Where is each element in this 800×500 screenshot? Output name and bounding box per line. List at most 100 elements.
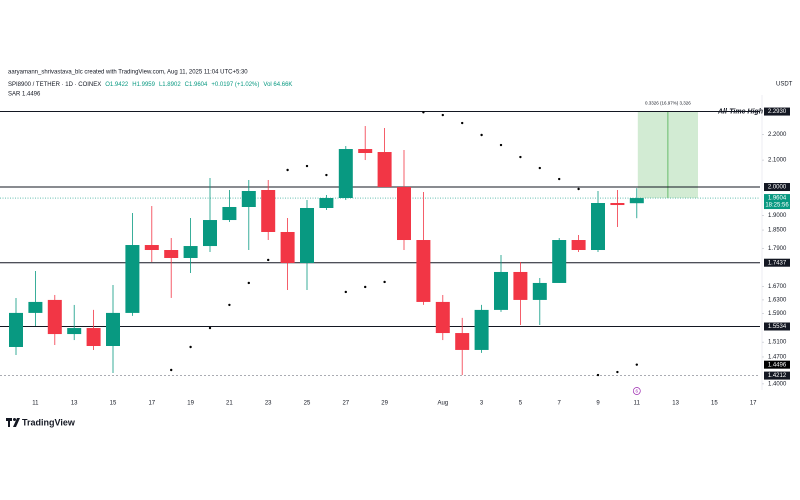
candle-body	[300, 207, 314, 263]
x-tick-label: 29	[381, 401, 388, 407]
candle-body	[513, 271, 528, 300]
logo-slash	[13, 418, 20, 427]
x-tick-label: 17	[148, 401, 155, 407]
y-tick-label: 1.5100	[768, 340, 787, 346]
candle-body	[416, 240, 431, 302]
sar-dot	[519, 155, 522, 159]
level-label: 1.7437	[768, 260, 787, 266]
sar-dot	[247, 281, 250, 285]
ohlc-value: Vol 64.66K	[263, 82, 292, 88]
candle-body	[67, 328, 82, 335]
x-tick-label: 15	[110, 401, 117, 407]
level-label-box	[764, 183, 790, 192]
measure-label: 0.3326 (16.97%) 3,326	[645, 101, 691, 106]
y-tick-label: 1.7900	[768, 246, 787, 252]
x-tick-label: 27	[342, 401, 349, 407]
sar-dot	[325, 173, 328, 177]
sar-label-box	[764, 360, 790, 369]
x-tick-label: Aug	[437, 401, 448, 407]
y-tick-label: 1.4700	[768, 355, 787, 361]
sar-label: 1.4496	[768, 362, 787, 368]
sar-dot	[596, 373, 600, 377]
sar-dot	[364, 285, 367, 289]
level-label-box	[764, 322, 790, 331]
x-tick-label: 11	[32, 401, 39, 407]
candle-body	[397, 187, 411, 241]
y-tick-label: 1.9000	[768, 213, 787, 219]
sar-dot	[286, 168, 289, 172]
sar-dot	[480, 133, 483, 137]
candle-body	[435, 301, 450, 334]
sar-dot	[635, 363, 638, 366]
candle-body	[28, 301, 43, 313]
y-tick-label: 1.6300	[768, 298, 787, 304]
credit: aaryamann_shrivastava_blc created with T…	[8, 70, 248, 76]
candle-body	[144, 245, 159, 251]
last-price-label: 1.9604	[768, 196, 787, 202]
candle-body	[106, 312, 120, 346]
candle-body	[377, 152, 392, 188]
candle-body	[261, 190, 276, 232]
sar-dot	[461, 121, 464, 125]
indicator-value: 1.4496	[22, 92, 41, 98]
candle-body	[338, 149, 353, 198]
candle-body	[280, 231, 295, 263]
ohlc-value: +0.0197 (+1.02%)	[211, 82, 259, 88]
candle-body	[241, 191, 256, 207]
sar-dot	[616, 370, 619, 374]
logo-stem	[8, 421, 10, 427]
candle-body	[183, 246, 198, 258]
event-marker	[632, 387, 641, 395]
candle-body	[47, 299, 62, 335]
x-tick-label: 13	[672, 401, 679, 407]
candle-body	[474, 309, 489, 350]
sar-dot	[441, 113, 444, 117]
sar-dot	[267, 258, 270, 262]
x-tick-label: 11	[634, 401, 641, 407]
x-tick-label: 21	[226, 401, 233, 407]
symbol-line: SPI8900 / TETHER · 1D · COINEX O1.9422 H1.…	[8, 82, 292, 88]
sar-dot	[208, 326, 212, 330]
y-tick-label: 2.2000	[768, 132, 787, 138]
candle-body	[222, 206, 237, 221]
candle-body	[125, 245, 140, 313]
candle-body	[571, 240, 586, 251]
candle-body	[319, 197, 334, 208]
ohlc-value: C1.9604	[185, 82, 208, 88]
countdown: 18:25:56	[765, 203, 789, 209]
logo-bar	[6, 418, 12, 421]
candle-body	[86, 328, 101, 346]
sar-dot	[558, 177, 561, 181]
sar-dot	[383, 280, 386, 284]
x-tick-label: 17	[750, 401, 757, 407]
x-tick-label: 13	[71, 401, 78, 407]
sar-dot	[577, 187, 580, 191]
sar-dot	[499, 143, 503, 147]
level-label-box	[764, 371, 790, 380]
brand: TradingView	[22, 417, 76, 427]
x-tick-label: 9	[596, 401, 600, 407]
logo-dot	[13, 418, 16, 421]
y-tick-label: 1.4000	[768, 381, 787, 387]
x-tick-label: 19	[187, 401, 194, 407]
level-label: 1.4212	[768, 373, 787, 379]
brand-logo	[6, 418, 20, 427]
sar-dot	[170, 368, 173, 372]
candle-body	[494, 271, 508, 310]
candle-body	[9, 312, 23, 347]
sar-dot	[228, 303, 231, 307]
candle-body	[629, 198, 644, 204]
sar-dot	[189, 345, 192, 349]
x-tick-label: 7	[558, 401, 562, 407]
currency: USDT	[776, 82, 793, 88]
level-label: 2.2930	[768, 109, 787, 115]
candle-body	[552, 240, 567, 283]
candle-body	[203, 220, 217, 247]
candle-body	[358, 149, 373, 154]
sar-dot	[538, 166, 541, 170]
candle-body	[591, 203, 605, 251]
y-tick-label: 1.8500	[768, 228, 787, 234]
level-annotation: All-Time High	[717, 108, 763, 115]
